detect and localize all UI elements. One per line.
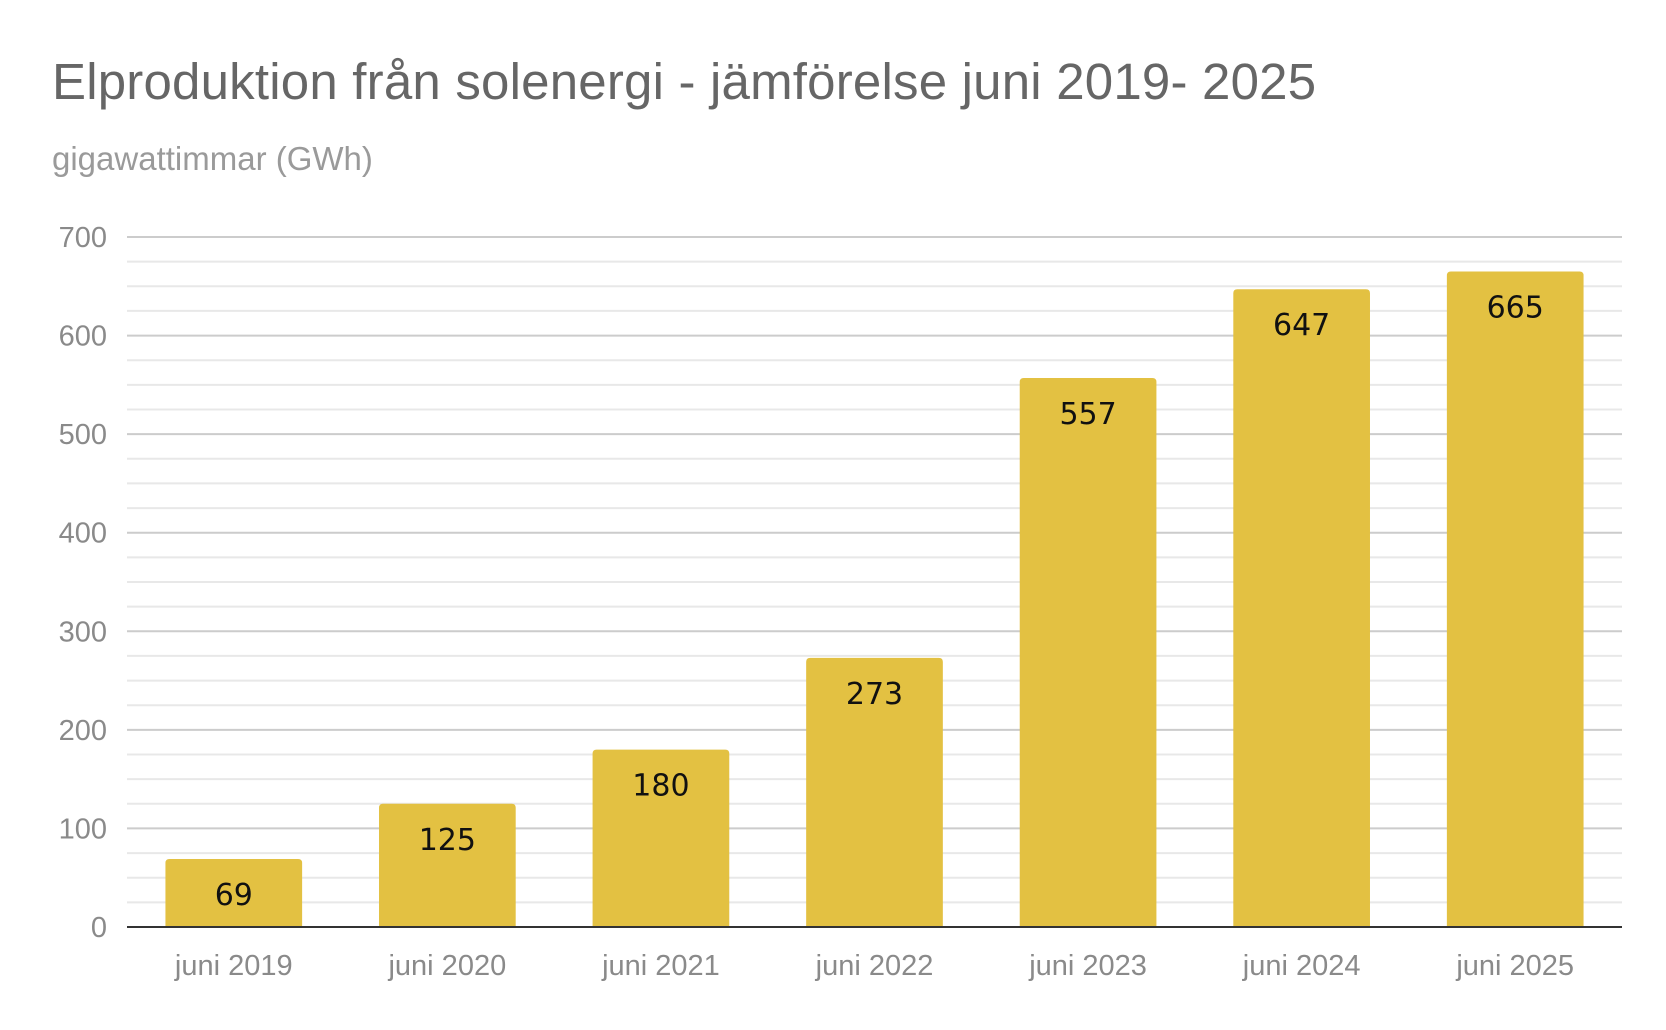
bar — [379, 803, 516, 927]
bar-value-label: 665 — [1487, 291, 1544, 326]
y-tick-label: 300 — [59, 616, 107, 648]
bar — [806, 657, 943, 927]
x-tick-label: juni 2020 — [387, 950, 506, 982]
bar-value-label: 557 — [1059, 397, 1116, 432]
bar-value-label: 647 — [1273, 308, 1330, 343]
chart-title: Elproduktion från solenergi - jämförelse… — [52, 53, 1317, 110]
x-tick-label: juni 2022 — [815, 950, 934, 982]
bar — [1446, 271, 1584, 927]
y-tick-label: 500 — [59, 419, 107, 451]
bar — [165, 858, 303, 927]
bar-value-label: 69 — [215, 878, 253, 913]
y-tick-label: 0 — [91, 912, 107, 944]
bar-value-label: 125 — [419, 823, 476, 858]
y-tick-label: 400 — [59, 518, 107, 550]
y-tick-label: 700 — [59, 222, 107, 254]
x-tick-label: juni 2023 — [1028, 950, 1147, 982]
y-tick-label: 100 — [59, 813, 107, 845]
y-tick-label: 200 — [59, 715, 107, 747]
x-axis-ticks: juni 2019 juni 2020 juni 2021 juni 2022 juni… — [174, 950, 1574, 982]
bars — [165, 271, 1584, 927]
bar — [1019, 377, 1157, 927]
x-tick-label: juni 2024 — [1242, 950, 1361, 982]
x-tick-label: juni 2021 — [601, 950, 720, 982]
y-tick-label: 600 — [59, 321, 107, 353]
bar-value-label: 273 — [846, 677, 903, 712]
bar-data-labels: 69 125 180 273 557 647 665 — [215, 291, 1544, 913]
chart-subtitle: gigawattimmar (GWh) — [52, 140, 373, 177]
x-tick-label: juni 2025 — [1455, 950, 1574, 982]
bar — [1233, 289, 1370, 927]
bar-value-label: 180 — [632, 769, 689, 804]
x-tick-label: juni 2019 — [174, 950, 293, 982]
y-axis-ticks: 0 100 200 300 400 500 600 700 — [59, 222, 107, 944]
bar — [592, 749, 730, 927]
